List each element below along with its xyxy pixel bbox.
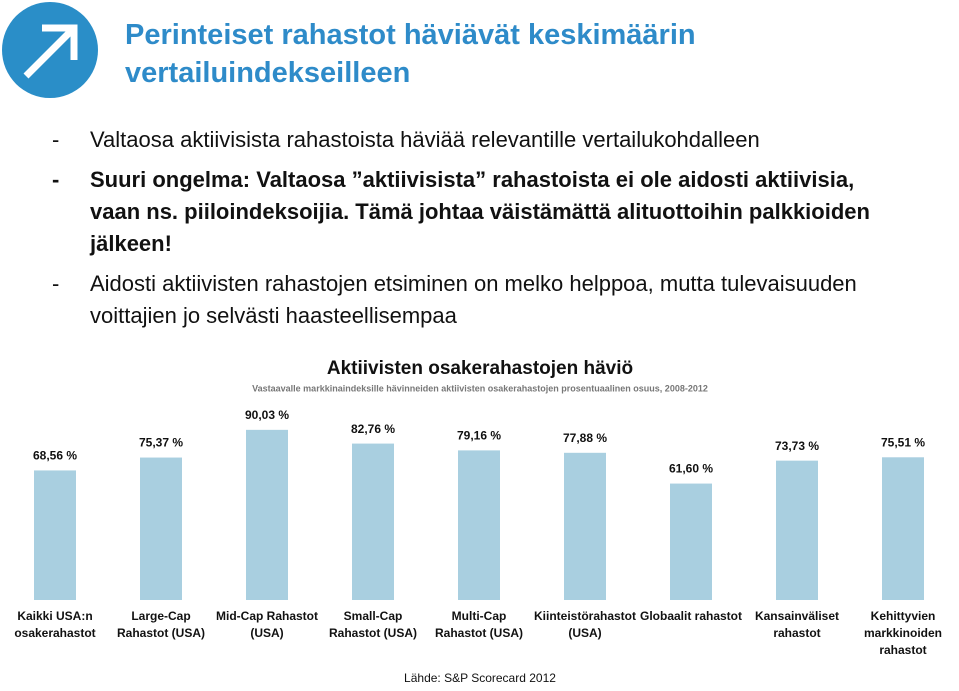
x-tick-label-line: (USA) [568, 626, 601, 640]
value-label: 75,51 % [881, 435, 925, 449]
bullet: - Aidosti aktiivisten rahastojen etsimine… [52, 268, 902, 332]
x-tick-label-line: Large-Cap [131, 609, 190, 623]
bar [776, 460, 818, 600]
bullet-text: Suuri ongelma: Valtaosa ”aktiivisista” r… [90, 167, 870, 256]
x-tick-label-line: markkinoiden [864, 626, 942, 640]
bullet-text: Valtaosa aktiivisista rahastoista häviää… [90, 127, 760, 152]
chart-title: Aktiivisten osakerahastojen häviö [327, 358, 633, 379]
x-tick-label: Globaalit rahastot [640, 609, 742, 623]
x-tick-label: Kehittyvien markkinoiden rahastot [864, 609, 942, 657]
x-tick-label-line: Small-Cap [344, 609, 403, 623]
x-tick-label-line: Kaikki USA:n [17, 609, 92, 623]
x-tick-label: Small-Cap Rahastot (USA) [329, 609, 417, 640]
bar [458, 450, 500, 600]
x-tick-label-line: Mid-Cap Rahastot [216, 609, 318, 623]
value-label: 61,60 % [669, 462, 713, 476]
value-label: 82,76 % [351, 422, 395, 436]
x-tick-label-line: Globaalit rahastot [640, 609, 742, 623]
x-tick-label: Multi-Cap Rahastot (USA) [435, 609, 523, 640]
x-tick-label-line: rahastot [773, 626, 820, 640]
x-tick-label: Kaikki USA:n osakerahastot [14, 609, 95, 640]
value-label: 68,56 % [33, 449, 77, 463]
bullet: - Suuri ongelma: Valtaosa ”aktiivisista” … [52, 164, 882, 260]
x-tick-label-line: Rahastot (USA) [329, 626, 417, 640]
x-tick-label: Large-Cap Rahastot (USA) [117, 609, 205, 640]
value-label: 90,03 % [245, 408, 289, 422]
bullet-text: Aidosti aktiivisten rahastojen etsiminen… [90, 271, 857, 328]
bullet-marker: - [52, 167, 60, 192]
x-tick-label: Kansainväliset rahastot [755, 609, 839, 640]
bar [882, 457, 924, 600]
value-label: 77,88 % [563, 431, 607, 445]
value-label: 75,37 % [139, 436, 183, 450]
bar [670, 483, 712, 600]
bullet: - Valtaosa aktiivisista rahastoista häviä… [52, 124, 902, 156]
value-label: 73,73 % [775, 439, 819, 453]
x-tick-label: Mid-Cap Rahastot (USA) [216, 609, 318, 640]
x-tick-label: Kiinteistörahastot (USA) [534, 609, 636, 640]
x-tick-label-line: Kiinteistörahastot [534, 609, 636, 623]
chart-subtitle: Vastaavalle markkinaindeksille hävinneid… [252, 383, 708, 393]
x-tick-label-line: (USA) [250, 626, 283, 640]
slide-title: Perinteiset rahastot häviävät keskimääri… [125, 19, 696, 89]
value-label: 79,16 % [457, 429, 501, 443]
bar [140, 457, 182, 600]
x-tick-label-line: Rahastot (USA) [117, 626, 205, 640]
logo [2, 2, 98, 98]
bar [352, 443, 394, 600]
bullet-marker: - [52, 127, 60, 152]
bar [246, 429, 288, 600]
x-tick-label-line: Rahastot (USA) [435, 626, 523, 640]
bar [34, 470, 76, 600]
source: Lähde: S&P Scorecard 2012 [404, 671, 556, 685]
x-tick-label-line: osakerahastot [14, 626, 95, 640]
x-tick-label-line: rahastot [879, 643, 926, 657]
x-tick-label-line: Multi-Cap [452, 609, 507, 623]
x-tick-label-line: Kehittyvien [871, 609, 936, 623]
x-tick-label-line: Kansainväliset [755, 609, 839, 623]
bullet-marker: - [52, 271, 60, 296]
bar [564, 452, 606, 600]
